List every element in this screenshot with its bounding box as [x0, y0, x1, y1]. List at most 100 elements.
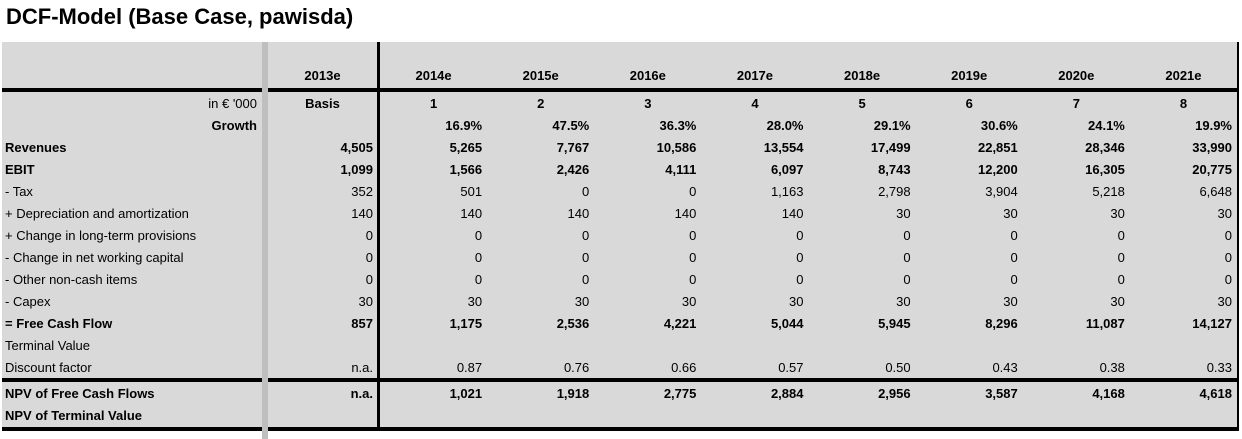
- value-cell: 3,904: [985, 183, 1018, 199]
- value-cell: 2,536: [556, 315, 590, 331]
- value-cell: 29.1%: [873, 117, 911, 133]
- value-cell: 4,618: [1199, 385, 1232, 401]
- value-cell: 2,956: [878, 385, 911, 401]
- table-row: Terminal Value: [0, 334, 1240, 356]
- value-cell: 0: [474, 249, 483, 265]
- row-label: EBIT: [5, 161, 35, 177]
- value-cell: 6,097: [770, 161, 804, 177]
- value-cell: 4,111: [665, 161, 697, 177]
- value-cell: 0: [582, 227, 590, 243]
- npv-table-row: NPV of Terminal Value: [0, 405, 1240, 428]
- value-cell: 1,175: [449, 315, 483, 331]
- row-label: = Free Cash Flow: [5, 315, 113, 331]
- value-cell: 0.57: [778, 359, 804, 375]
- value-cell: 0: [365, 271, 373, 287]
- value-cell: 140: [460, 205, 483, 221]
- value-cell: 28.0%: [766, 117, 804, 133]
- value-cell: 2,426: [556, 161, 590, 177]
- year-header-cell: 2013e: [304, 67, 341, 83]
- row-label: Growth: [211, 117, 258, 133]
- value-cell: 0: [1224, 227, 1232, 243]
- year-header-cell: 2017e: [736, 67, 774, 83]
- value-cell: 5,218: [1092, 183, 1125, 199]
- row-label: Discount factor: [5, 359, 92, 375]
- table-row: - Capex 30 30 30 30 30 30 30 30 30: [0, 290, 1240, 312]
- value-cell: 0: [1224, 249, 1232, 265]
- value-cell: 30: [896, 293, 911, 309]
- value-cell: 5,945: [878, 315, 911, 331]
- value-cell: 4,221: [663, 315, 697, 331]
- row-label: + Change in long-term provisions: [5, 227, 197, 243]
- value-cell: 19.9%: [1195, 117, 1232, 133]
- value-cell: 0: [1010, 271, 1018, 287]
- row-label: Terminal Value: [5, 337, 91, 353]
- value-cell: 140: [567, 205, 590, 221]
- value-cell: 0: [689, 271, 697, 287]
- value-cell: 0: [582, 249, 590, 265]
- value-cell: 1,566: [449, 161, 483, 177]
- value-cell: 30.6%: [980, 117, 1018, 133]
- value-cell: 3,587: [985, 385, 1018, 401]
- page-title: DCF-Model (Base Case, pawisda): [6, 4, 354, 29]
- value-cell: 0: [365, 249, 373, 265]
- value-cell: 20,775: [1192, 161, 1232, 177]
- value-cell: 30: [574, 293, 590, 309]
- value-cell: 30: [358, 293, 373, 309]
- row-label: - Capex: [5, 293, 51, 309]
- value-cell: 12,200: [977, 161, 1018, 177]
- period-number-cell: 5: [858, 95, 866, 111]
- year-header-row: 2013e 2014e 2015e 2016e 2017e 2018e 2019e 2020e…: [0, 62, 1240, 88]
- row-label: NPV of Terminal Value: [5, 408, 143, 424]
- period-number-cell: 8: [1179, 95, 1188, 111]
- value-cell: 501: [460, 183, 483, 199]
- period-number-cell: 4: [751, 95, 759, 111]
- value-cell: 30: [1003, 293, 1018, 309]
- value-cell: n.a.: [350, 385, 373, 401]
- value-cell: 0.76: [563, 359, 590, 375]
- value-cell: 16.9%: [445, 117, 483, 133]
- basis-cell: Basis: [305, 95, 340, 111]
- year-header-cell: 2016e: [629, 67, 666, 83]
- value-cell: 0: [689, 183, 697, 199]
- value-cell: 2,775: [663, 385, 697, 401]
- value-cell: 8,296: [985, 315, 1018, 331]
- value-cell: 0: [1117, 249, 1125, 265]
- value-cell: 16,305: [1085, 161, 1125, 177]
- value-cell: 4,505: [340, 139, 373, 155]
- value-cell: 140: [351, 205, 373, 221]
- basis-column-divider-line: [377, 42, 380, 431]
- value-cell: 140: [781, 205, 804, 221]
- column-separator-band: [262, 42, 268, 439]
- value-cell: 47.5%: [552, 117, 590, 133]
- table-right-border-line: [1237, 42, 1239, 431]
- value-cell: 140: [674, 205, 697, 221]
- table-bottom-line: [2, 427, 1239, 431]
- dcf-table: 2013e 2014e 2015e 2016e 2017e 2018e 2019e 2020e…: [0, 42, 1240, 427]
- value-cell: 8,743: [878, 161, 911, 177]
- value-cell: 33,990: [1192, 139, 1232, 155]
- table-background: [2, 42, 1239, 431]
- value-cell: 10,586: [656, 139, 697, 155]
- value-cell: 24.1%: [1088, 117, 1125, 133]
- value-cell: 1,021: [449, 385, 483, 401]
- period-number-cell: 2: [537, 95, 545, 111]
- table-row: + Depreciation and amortization 140 140 140…: [0, 202, 1240, 224]
- value-cell: 30: [1217, 205, 1232, 221]
- value-cell: 30: [789, 293, 804, 309]
- value-cell: 0: [365, 227, 373, 243]
- row-label: - Tax: [5, 183, 33, 199]
- value-cell: 0: [796, 227, 804, 243]
- value-cell: 30: [1110, 293, 1125, 309]
- value-cell: 0: [474, 271, 483, 287]
- table-row: - Other non-cash items 0 0 0 0 0 0 0 0 0: [0, 268, 1240, 290]
- value-cell: 30: [467, 293, 483, 309]
- value-cell: 1,918: [556, 385, 590, 401]
- value-cell: 30: [681, 293, 697, 309]
- value-cell: 14,127: [1192, 315, 1232, 331]
- period-number-cell: 3: [644, 95, 652, 111]
- value-cell: 0.87: [456, 359, 483, 375]
- value-cell: 6,648: [1199, 183, 1232, 199]
- value-cell: 30: [1217, 293, 1232, 309]
- value-cell: 30: [896, 205, 911, 221]
- unit-label: in € '000: [208, 95, 257, 111]
